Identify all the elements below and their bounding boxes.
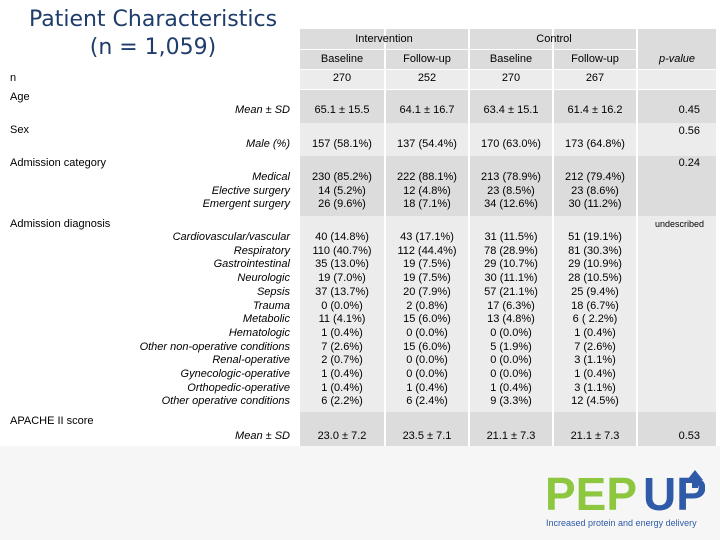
section-admission-category: Admission category [10, 157, 106, 169]
apache-control-followup: 21.1 ± 7.3 [570, 430, 620, 442]
age-intervention-baseline: 65.1 ± 15.5 [314, 104, 370, 116]
arrow-up-icon [687, 470, 703, 488]
age-intervention-followup: 64.1 ± 16.7 [399, 104, 455, 116]
admission-diagnosis-sublabels: Cardiovascular/vascular Respiratory Gast… [139, 231, 290, 408]
sex-pvalue: 0.56 [678, 125, 700, 137]
admission-diagnosis-control-baseline: 31 (11.5%) 78 (28.9%) 29 (10.7%) 30 (11.… [484, 231, 538, 408]
age-control-followup: 61.4 ± 16.2 [567, 104, 623, 116]
apache-intervention-followup: 23.5 ± 7.1 [402, 430, 452, 442]
apache-pvalue: 0.53 [678, 430, 700, 442]
admission-category-control-followup: 212 (79.4%) 23 (8.6%) 30 (11.2%) [565, 171, 625, 211]
slide-title: Patient Characteristics (n = 1,059) [8, 6, 298, 62]
header-pvalue: p-value [658, 53, 696, 65]
pepup-logo: PEP UP Increased protein and energy deli… [545, 468, 705, 528]
title-line-1: Patient Characteristics [28, 7, 278, 32]
title-line-2: (n = 1,059) [89, 35, 217, 60]
apache-intervention-baseline: 23.0 ± 7.2 [317, 430, 367, 442]
admission-diagnosis-control-followup: 51 (19.1%) 81 (30.3%) 29 (10.9%) 28 (10.… [568, 231, 622, 408]
section-age: Age [10, 91, 30, 103]
n-intervention-followup: 252 [417, 72, 437, 84]
logo-text-pep: PEP [545, 468, 637, 520]
footer-band [0, 446, 720, 540]
apache-sublabel: Mean ± SD [235, 430, 290, 442]
n-control-baseline: 270 [501, 72, 521, 84]
admission-diagnosis-intervention-followup: 43 (17.1%) 112 (44.4%) 19 (7.5%) 19 (7.5… [397, 231, 457, 408]
admission-diagnosis-intervention-baseline: 40 (14.8%) 110 (40.7%) 35 (13.0%) 19 (7.… [312, 231, 372, 408]
age-control-baseline: 63.4 ± 15.1 [483, 104, 539, 116]
sex-sublabel: Male (%) [245, 138, 290, 150]
header-intervention-baseline: Baseline [320, 53, 364, 65]
admission-category-sublabels: Medical Elective surgery Emergent surger… [202, 171, 290, 211]
apache-control-baseline: 21.1 ± 7.3 [486, 430, 536, 442]
header-control-followup: Follow-up [571, 53, 619, 65]
age-sublabel: Mean ± SD [235, 104, 290, 116]
sex-intervention-followup: 137 (54.4%) [397, 138, 457, 150]
section-admission-diagnosis: Admission diagnosis [10, 218, 111, 230]
sex-control-followup: 173 (64.8%) [565, 138, 625, 150]
row-label-n: n [10, 72, 17, 84]
sex-intervention-baseline: 157 (58.1%) [312, 138, 372, 150]
admission-category-intervention-followup: 222 (88.1%) 12 (4.8%) 18 (7.1%) [397, 171, 457, 211]
admission-category-pvalue: 0.24 [678, 157, 700, 169]
admission-category-control-baseline: 213 (78.9%) 23 (8.5%) 34 (12.6%) [481, 171, 541, 211]
section-apache: APACHE II score [10, 415, 94, 427]
sex-control-baseline: 170 (63.0%) [481, 138, 541, 150]
header-intervention-followup: Follow-up [403, 53, 451, 65]
admission-diagnosis-pvalue: undescribed [654, 219, 704, 229]
age-pvalue: 0.45 [678, 104, 700, 116]
header-intervention: Intervention [355, 33, 413, 45]
n-intervention-baseline: 270 [332, 72, 352, 84]
n-control-followup: 267 [585, 72, 605, 84]
logo-tagline: Increased protein and energy delivery [546, 518, 697, 528]
header-control: Control [536, 33, 572, 45]
header-control-baseline: Baseline [489, 53, 533, 65]
section-sex: Sex [10, 124, 29, 136]
admission-category-intervention-baseline: 230 (85.2%) 14 (5.2%) 26 (9.6%) [312, 171, 372, 211]
